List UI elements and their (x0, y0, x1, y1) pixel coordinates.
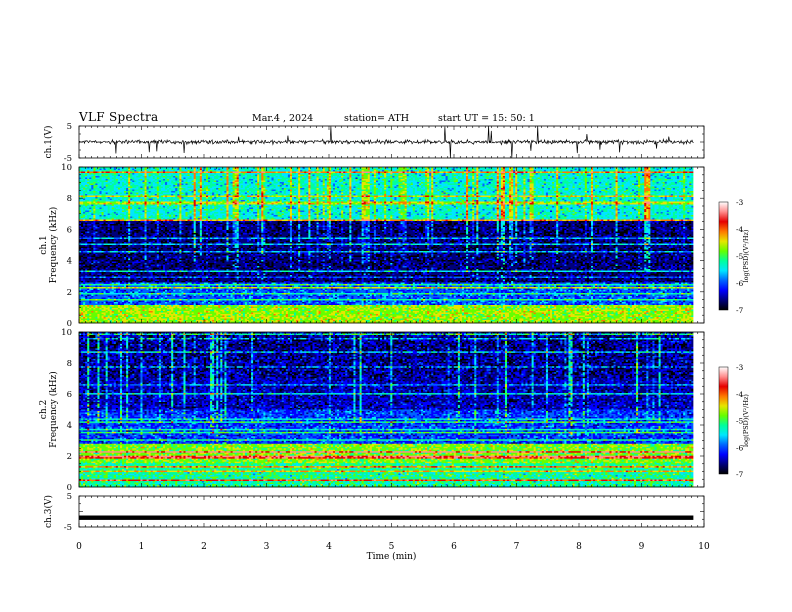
spectrogram-ch1 (79, 167, 704, 323)
trace-ch1 (79, 126, 693, 158)
vlf-chart-svg: 5-5ch.1(V)0246810ch.1 Frequency (kHz)0246… (0, 0, 792, 612)
ch1-signal-line (79, 126, 693, 158)
vlf-spectra-figure: VLF Spectra Mar.4 , 2024 station= ATH st… (0, 0, 792, 612)
